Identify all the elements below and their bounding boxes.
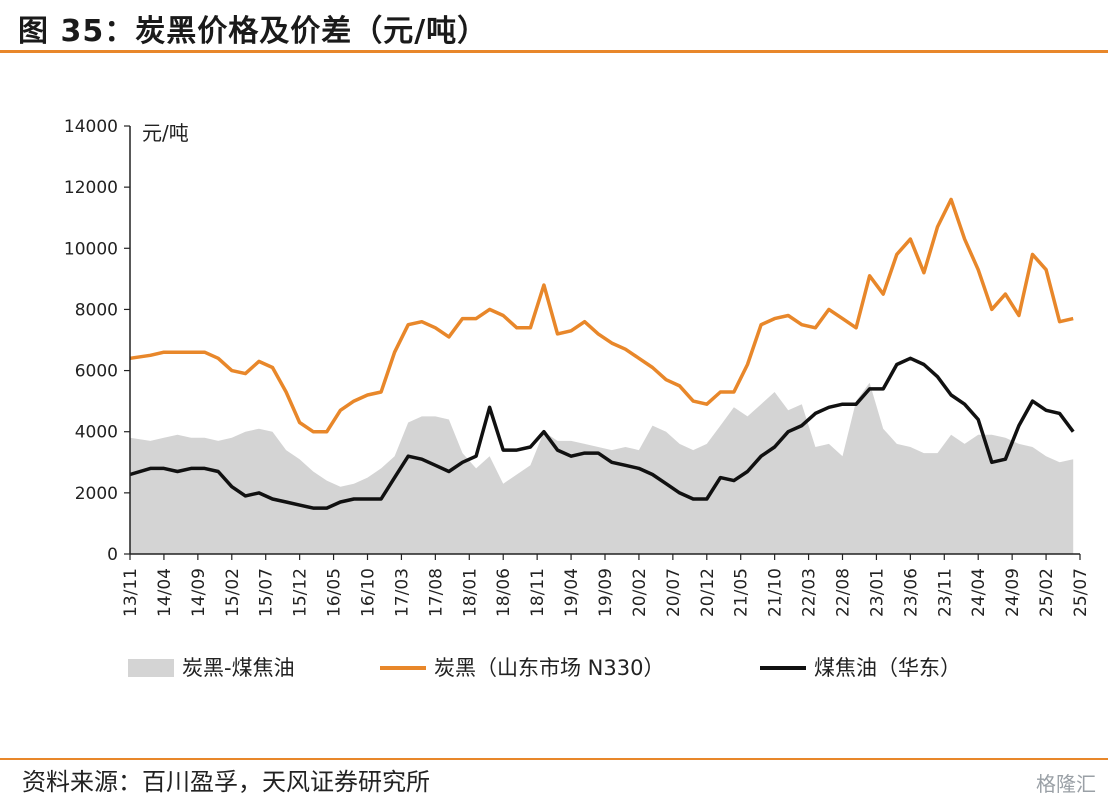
x-tick-label: 25/02 — [1037, 568, 1057, 617]
x-tick-label: 15/12 — [291, 568, 311, 617]
y-tick-label: 6000 — [75, 362, 118, 382]
legend-label-spread: 炭黑-煤焦油 — [182, 656, 295, 680]
y-tick-label: 12000 — [64, 178, 118, 198]
x-tick-label: 22/08 — [834, 568, 854, 617]
x-tick-label: 25/07 — [1071, 568, 1091, 617]
x-tick-label: 23/06 — [901, 568, 921, 617]
chart-title: 图 35：炭黑价格及价差（元/吨） — [18, 14, 489, 49]
series-area-spread — [130, 382, 1074, 554]
x-tick-label: 18/06 — [494, 568, 514, 617]
y-tick-label: 2000 — [75, 484, 118, 504]
x-tick-label: 24/09 — [1003, 568, 1023, 617]
x-tick-label: 24/04 — [969, 568, 989, 617]
y-tick-label: 0 — [107, 545, 118, 565]
x-tick-label: 21/05 — [732, 568, 752, 617]
source-note: 资料来源：百川盈孚，天风证券研究所 — [22, 768, 430, 796]
x-tick-label: 18/11 — [528, 568, 548, 617]
chart: 元/吨 0 2000 4000 6000 8000 10000 12000 14000 13/1… — [64, 117, 1091, 680]
series-line-coal-tar — [129, 356, 1075, 510]
x-tick-label: 20/07 — [664, 568, 684, 617]
x-tick-label: 14/04 — [155, 568, 175, 617]
y-unit-label: 元/吨 — [142, 121, 189, 145]
legend-label-coal-tar: 煤焦油（华东） — [814, 656, 961, 680]
watermark-logo: 格隆汇 — [1036, 772, 1096, 796]
legend-swatch-spread — [128, 659, 174, 677]
x-tick-label: 23/01 — [867, 568, 887, 617]
x-tick-label: 14/09 — [189, 568, 209, 617]
x-tick-label: 20/02 — [630, 568, 650, 617]
x-tick-label: 19/04 — [562, 568, 582, 617]
y-tick-label: 10000 — [64, 239, 118, 259]
x-tick-label: 18/01 — [460, 568, 480, 617]
x-tick-label: 17/08 — [426, 568, 446, 617]
legend: 炭黑-煤焦油 炭黑（山东市场 N330） 煤焦油（华东） — [128, 656, 961, 680]
x-tick-label: 19/09 — [596, 568, 616, 617]
series-line-carbon-black — [129, 197, 1074, 434]
legend-label-carbon-black: 炭黑（山东市场 N330） — [434, 656, 664, 680]
x-tick-label: 15/07 — [257, 568, 277, 617]
source-divider — [0, 758, 1108, 760]
x-tick-label: 20/12 — [698, 568, 718, 617]
x-tick-label: 16/05 — [325, 568, 345, 617]
x-tick-label: 13/11 — [121, 568, 141, 617]
x-tick-label: 21/10 — [766, 568, 786, 617]
plot-area: 0 2000 4000 6000 8000 10000 12000 14000 13/11 14/… — [64, 117, 1091, 617]
title-divider — [0, 50, 1108, 53]
y-tick-label: 4000 — [75, 423, 118, 443]
x-tick-label: 23/11 — [935, 568, 955, 617]
y-tick-label: 8000 — [75, 300, 118, 320]
y-tick-label: 14000 — [64, 117, 118, 137]
x-tick-label: 22/03 — [800, 568, 820, 617]
x-tick-label: 15/02 — [223, 568, 243, 617]
x-tick-label: 16/10 — [359, 568, 379, 617]
x-tick-label: 17/03 — [392, 568, 412, 617]
